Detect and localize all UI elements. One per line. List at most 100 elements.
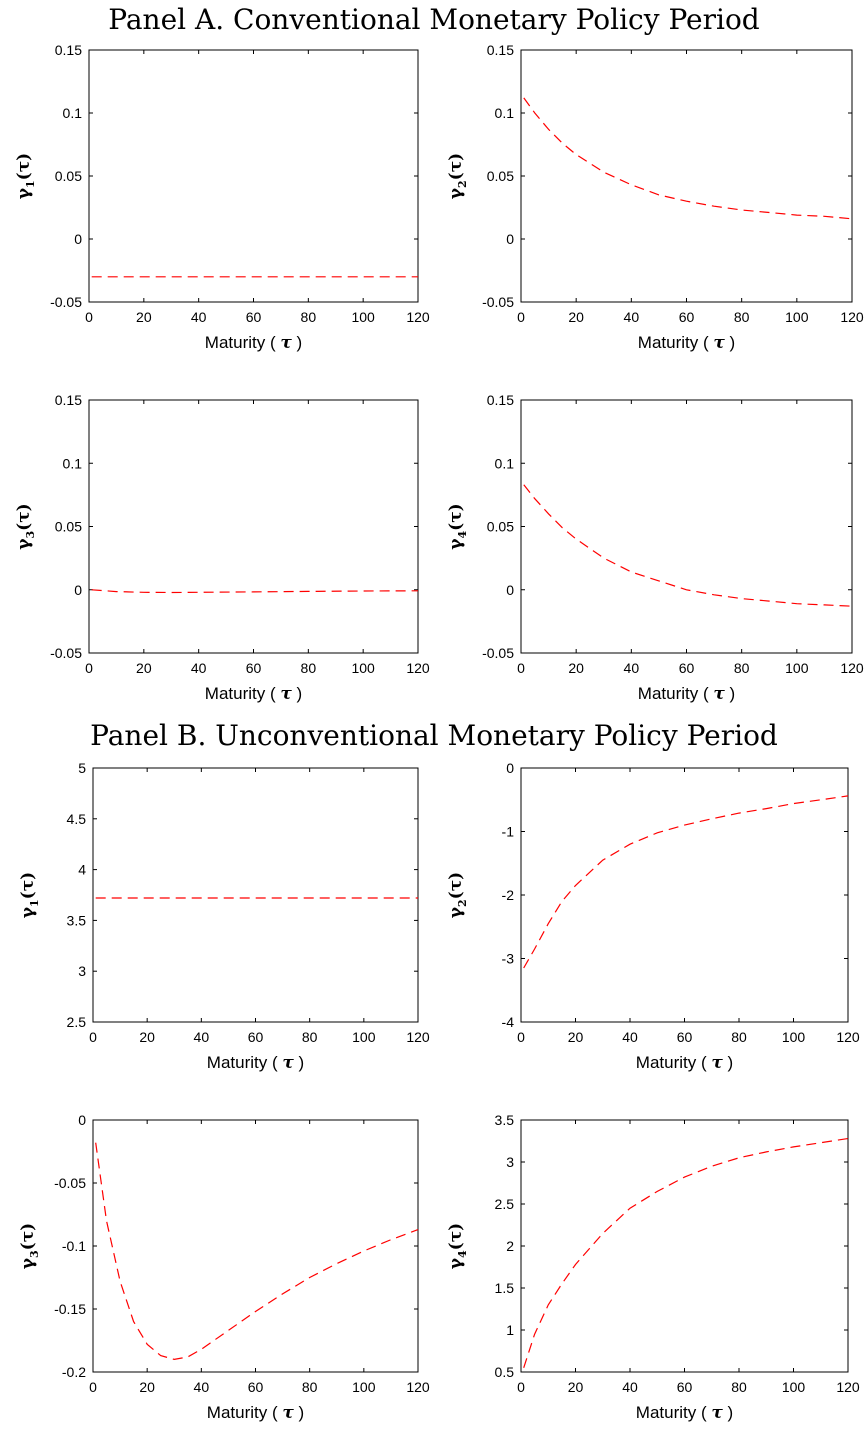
subplot-2: 0 20 40 60 80 100 120-0.0500.050.10.15Maturity… (446, 42, 864, 353)
x-tick-label: 120 (840, 309, 864, 325)
y-axis-label: γ4(τ) (446, 1223, 469, 1269)
y-axis-label: γ2(τ) (446, 872, 469, 918)
x-axis-label: Maturity ( τ ) (638, 333, 735, 353)
x-axis-label-text: Maturity ( (205, 684, 281, 703)
y-axis-label-arg: (τ) (446, 153, 466, 181)
y-axis-label: γ1(τ) (18, 872, 41, 918)
y-axis-label-main: γ (446, 906, 466, 918)
x-tick-label: 40 (191, 309, 207, 325)
x-tick-label: 40 (622, 1029, 638, 1045)
y-tick-label: 0.15 (487, 42, 514, 58)
y-tick-label: 0.1 (495, 105, 515, 121)
y-tick-label: -0.05 (50, 645, 82, 661)
x-tick-label: 100 (785, 309, 809, 325)
y-tick-label: -0.05 (50, 294, 82, 310)
series-line (523, 97, 853, 220)
y-axis-label-arg: (τ) (14, 153, 34, 181)
x-axis-label-symbol: τ (280, 333, 292, 353)
x-axis-label-end: ) (725, 333, 735, 352)
y-tick-label: -1 (502, 824, 515, 840)
x-axis-label-symbol: τ (713, 333, 725, 353)
y-axis-label: γ3(τ) (14, 503, 37, 549)
x-tick-label: 100 (351, 309, 375, 325)
y-axis-label-arg: (τ) (446, 872, 466, 900)
x-tick-label: 20 (136, 309, 152, 325)
y-tick-label: 1 (506, 1322, 514, 1338)
y-tick-label: -0.15 (54, 1301, 86, 1317)
subplot-1: 0 20 40 60 80 100 120-0.0500.050.10.15Maturity… (14, 42, 430, 353)
plot-frame (520, 49, 853, 303)
x-axis-label-symbol: τ (711, 1403, 723, 1423)
x-tick-label: 100 (352, 1379, 376, 1395)
y-axis-label: γ4(τ) (446, 503, 469, 549)
x-tick-label: 120 (836, 1379, 860, 1395)
x-tick-label: 40 (191, 660, 207, 676)
y-tick-label: 0.1 (63, 105, 83, 121)
x-tick-label: 20 (568, 660, 584, 676)
x-tick-label: 60 (677, 1379, 693, 1395)
y-tick-label: 3.5 (495, 1112, 515, 1128)
x-tick-label: 0 (89, 1029, 97, 1045)
x-tick-label: 120 (406, 1029, 430, 1045)
y-axis-label-arg: (τ) (446, 503, 466, 531)
x-tick-label: 0 (85, 660, 93, 676)
x-tick-label: 60 (246, 309, 262, 325)
subplot-6: 0 20 40 60 80 100 120 -4 -3 -2 -1 0 Maturity ( τ ) γ2… (446, 760, 860, 1073)
x-axis-label: Maturity ( τ ) (205, 333, 302, 353)
y-axis-label-arg: (τ) (14, 503, 34, 531)
y-tick-label: 3.5 (67, 912, 87, 928)
x-tick-label: 20 (568, 1379, 584, 1395)
x-axis-label-end: ) (723, 1053, 733, 1072)
x-axis-label-text: Maturity ( (638, 684, 714, 703)
y-tick-label: 0 (506, 582, 514, 598)
panel-a-title: Panel A. Conventional Monetary Policy Pe… (108, 3, 760, 36)
x-axis-label: Maturity ( τ ) (636, 1403, 733, 1423)
y-tick-label: -3 (502, 951, 515, 967)
x-axis-label-end: ) (292, 333, 302, 352)
series-line (523, 1137, 849, 1368)
x-tick-label: 0 (517, 1029, 525, 1045)
x-axis-label-end: ) (294, 1403, 304, 1422)
x-axis-label: Maturity ( τ ) (638, 684, 735, 704)
x-tick-label: 0 (85, 309, 93, 325)
x-tick-label: 20 (136, 660, 152, 676)
y-tick-label: -0.05 (54, 1175, 86, 1191)
x-tick-label: 0 (517, 1379, 525, 1395)
y-tick-label: 0.05 (55, 168, 82, 184)
y-axis-label-main: γ (18, 1257, 38, 1269)
subplot-7: 0 20 40 60 80 100 120 -0.2 -0.15 -0.1 -0.05 0 Maturi… (18, 1112, 430, 1423)
y-tick-label: -2 (502, 887, 515, 903)
series-line (523, 795, 849, 969)
x-tick-label: 100 (351, 660, 375, 676)
y-tick-label: 0 (506, 231, 514, 247)
y-axis-label-main: γ (446, 187, 466, 199)
y-axis-label-arg: (τ) (18, 872, 38, 900)
x-tick-label: 120 (406, 1379, 430, 1395)
y-axis-label-main: γ (446, 538, 466, 550)
series-line (95, 1142, 419, 1361)
x-tick-label: 40 (622, 1379, 638, 1395)
plot-frame (88, 399, 419, 654)
plot-frame (520, 767, 849, 1023)
x-axis-label-text: Maturity ( (207, 1053, 283, 1072)
x-tick-label: 80 (734, 660, 750, 676)
x-axis-label: Maturity ( τ ) (207, 1053, 304, 1073)
y-axis-label-sub: 2 (456, 899, 469, 907)
y-tick-label: -4 (502, 1014, 515, 1030)
y-axis-label-main: γ (14, 187, 34, 199)
plot-frame (92, 767, 419, 1023)
x-tick-label: 80 (301, 660, 317, 676)
x-tick-label: 40 (194, 1029, 210, 1045)
x-tick-label: 40 (624, 309, 640, 325)
subplot-3: 0 20 40 60 80 100 120-0.0500.050.10.15Maturity… (14, 392, 430, 704)
y-tick-label: -0.05 (482, 645, 514, 661)
x-tick-label: 0 (89, 1379, 97, 1395)
x-tick-label: 60 (248, 1379, 264, 1395)
subplot-4: 0 20 40 60 80 100 120-0.0500.050.10.15Maturity… (446, 392, 864, 704)
x-tick-label: 120 (406, 660, 430, 676)
x-tick-label: 80 (731, 1029, 747, 1045)
y-axis-label-sub: 4 (456, 530, 469, 538)
y-tick-label: -0.2 (62, 1364, 86, 1380)
y-tick-label: 0.05 (487, 168, 514, 184)
